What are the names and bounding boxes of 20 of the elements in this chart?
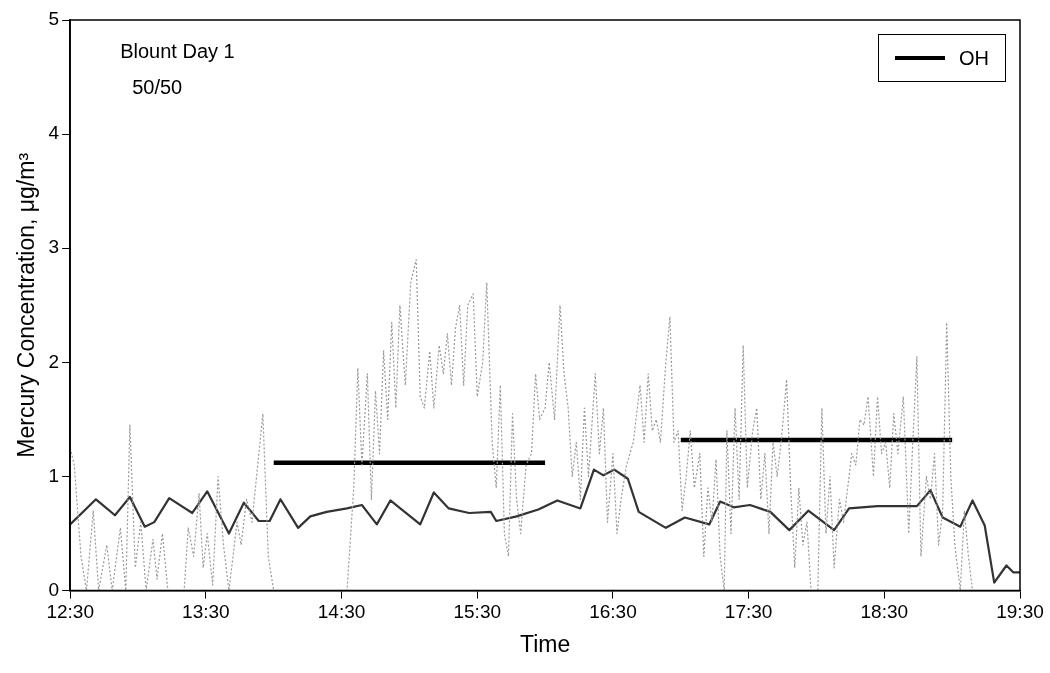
x-tick-label: 19:30 — [996, 601, 1044, 623]
y-axis-title: Mercury Concentration, μg/m³ — [13, 152, 40, 458]
y-tick-label: 3 — [48, 236, 60, 258]
line-series — [70, 259, 974, 591]
legend-label: OH — [959, 46, 989, 71]
x-tick-label: 16:30 — [589, 601, 637, 623]
x-tick-label: 18:30 — [860, 601, 909, 623]
x-tick-label: 14:30 — [317, 601, 366, 623]
y-tick-label: 5 — [48, 8, 60, 30]
x-tick-label: 12:30 — [46, 601, 94, 623]
x-axis-title: Time — [519, 630, 571, 657]
y-tick-label: 2 — [48, 350, 60, 372]
x-tick-label: 17:30 — [724, 601, 773, 623]
y-tick-label: 1 — [48, 464, 60, 486]
annotation: Blount Day 1 — [120, 39, 235, 62]
annotation: 50/50 — [132, 75, 183, 98]
x-tick-label: 15:30 — [453, 601, 502, 623]
y-tick-label: 0 — [48, 578, 60, 600]
y-tick-label: 4 — [48, 122, 60, 144]
x-tick-label: 13:30 — [182, 601, 230, 623]
